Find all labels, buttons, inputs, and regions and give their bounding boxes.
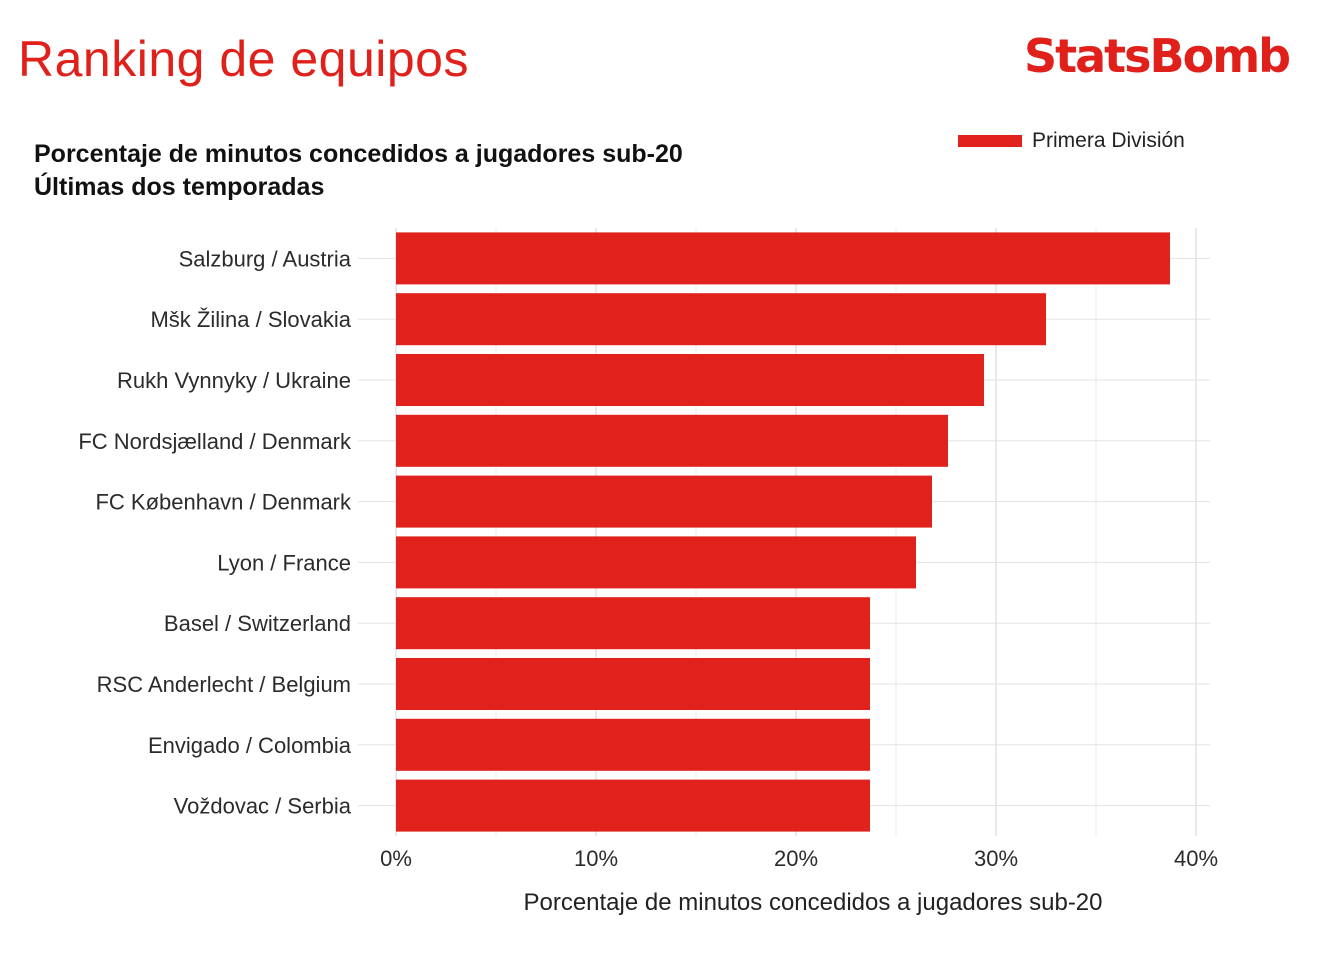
- statsbomb-logo: StatsBomb: [1024, 29, 1291, 83]
- chart-title: Porcentaje de minutos concedidos a jugad…: [34, 138, 683, 204]
- bar: [396, 658, 870, 710]
- legend-label: Primera División: [1032, 129, 1185, 152]
- x-axis-label: Porcentaje de minutos concedidos a jugad…: [523, 889, 1102, 916]
- x-tick-label: 40%: [1174, 846, 1218, 871]
- x-tick-label: 20%: [774, 846, 818, 871]
- y-tick-label: Basel / Switzerland: [164, 611, 351, 636]
- y-tick-label: Voždovac / Serbia: [174, 794, 352, 819]
- bar: [396, 597, 870, 650]
- legend-swatch: [958, 135, 1022, 147]
- y-tick-label: FC Nordsjælland / Denmark: [78, 429, 352, 454]
- bar: [396, 779, 870, 832]
- y-tick-label: Mšk Žilina / Slovakia: [150, 307, 351, 332]
- x-tick-label: 0%: [380, 846, 412, 871]
- y-tick-label: Lyon / France: [217, 550, 351, 575]
- y-axis-labels: Salzburg / Austria Mšk Žilina / Slovakia R…: [78, 246, 352, 818]
- bar: [396, 232, 1170, 285]
- chart-title-line-2: Últimas dos temporadas: [34, 173, 325, 201]
- y-tick-label: Salzburg / Austria: [179, 246, 352, 271]
- bar: [396, 293, 1046, 346]
- bar: [396, 414, 948, 467]
- bar: [396, 475, 932, 528]
- y-tick-label: Envigado / Colombia: [148, 733, 352, 758]
- page-title: Ranking de equipos: [18, 31, 469, 87]
- y-tick-label: RSC Anderlecht / Belgium: [97, 672, 351, 697]
- y-tick-label: FC København / Denmark: [95, 490, 352, 515]
- bar: [396, 718, 870, 771]
- bar: [396, 354, 984, 406]
- chart-title-line-1: Porcentaje de minutos concedidos a jugad…: [34, 140, 683, 168]
- legend: Primera División: [958, 126, 1185, 156]
- bar: [396, 536, 916, 589]
- bars: [396, 232, 1170, 832]
- x-tick-label: 10%: [574, 846, 618, 871]
- y-tick-label: Rukh Vynnyky / Ukraine: [117, 368, 351, 393]
- x-tick-label: 30%: [974, 846, 1018, 871]
- x-axis-ticks: 0% 10% 20% 30% 40%: [380, 846, 1218, 871]
